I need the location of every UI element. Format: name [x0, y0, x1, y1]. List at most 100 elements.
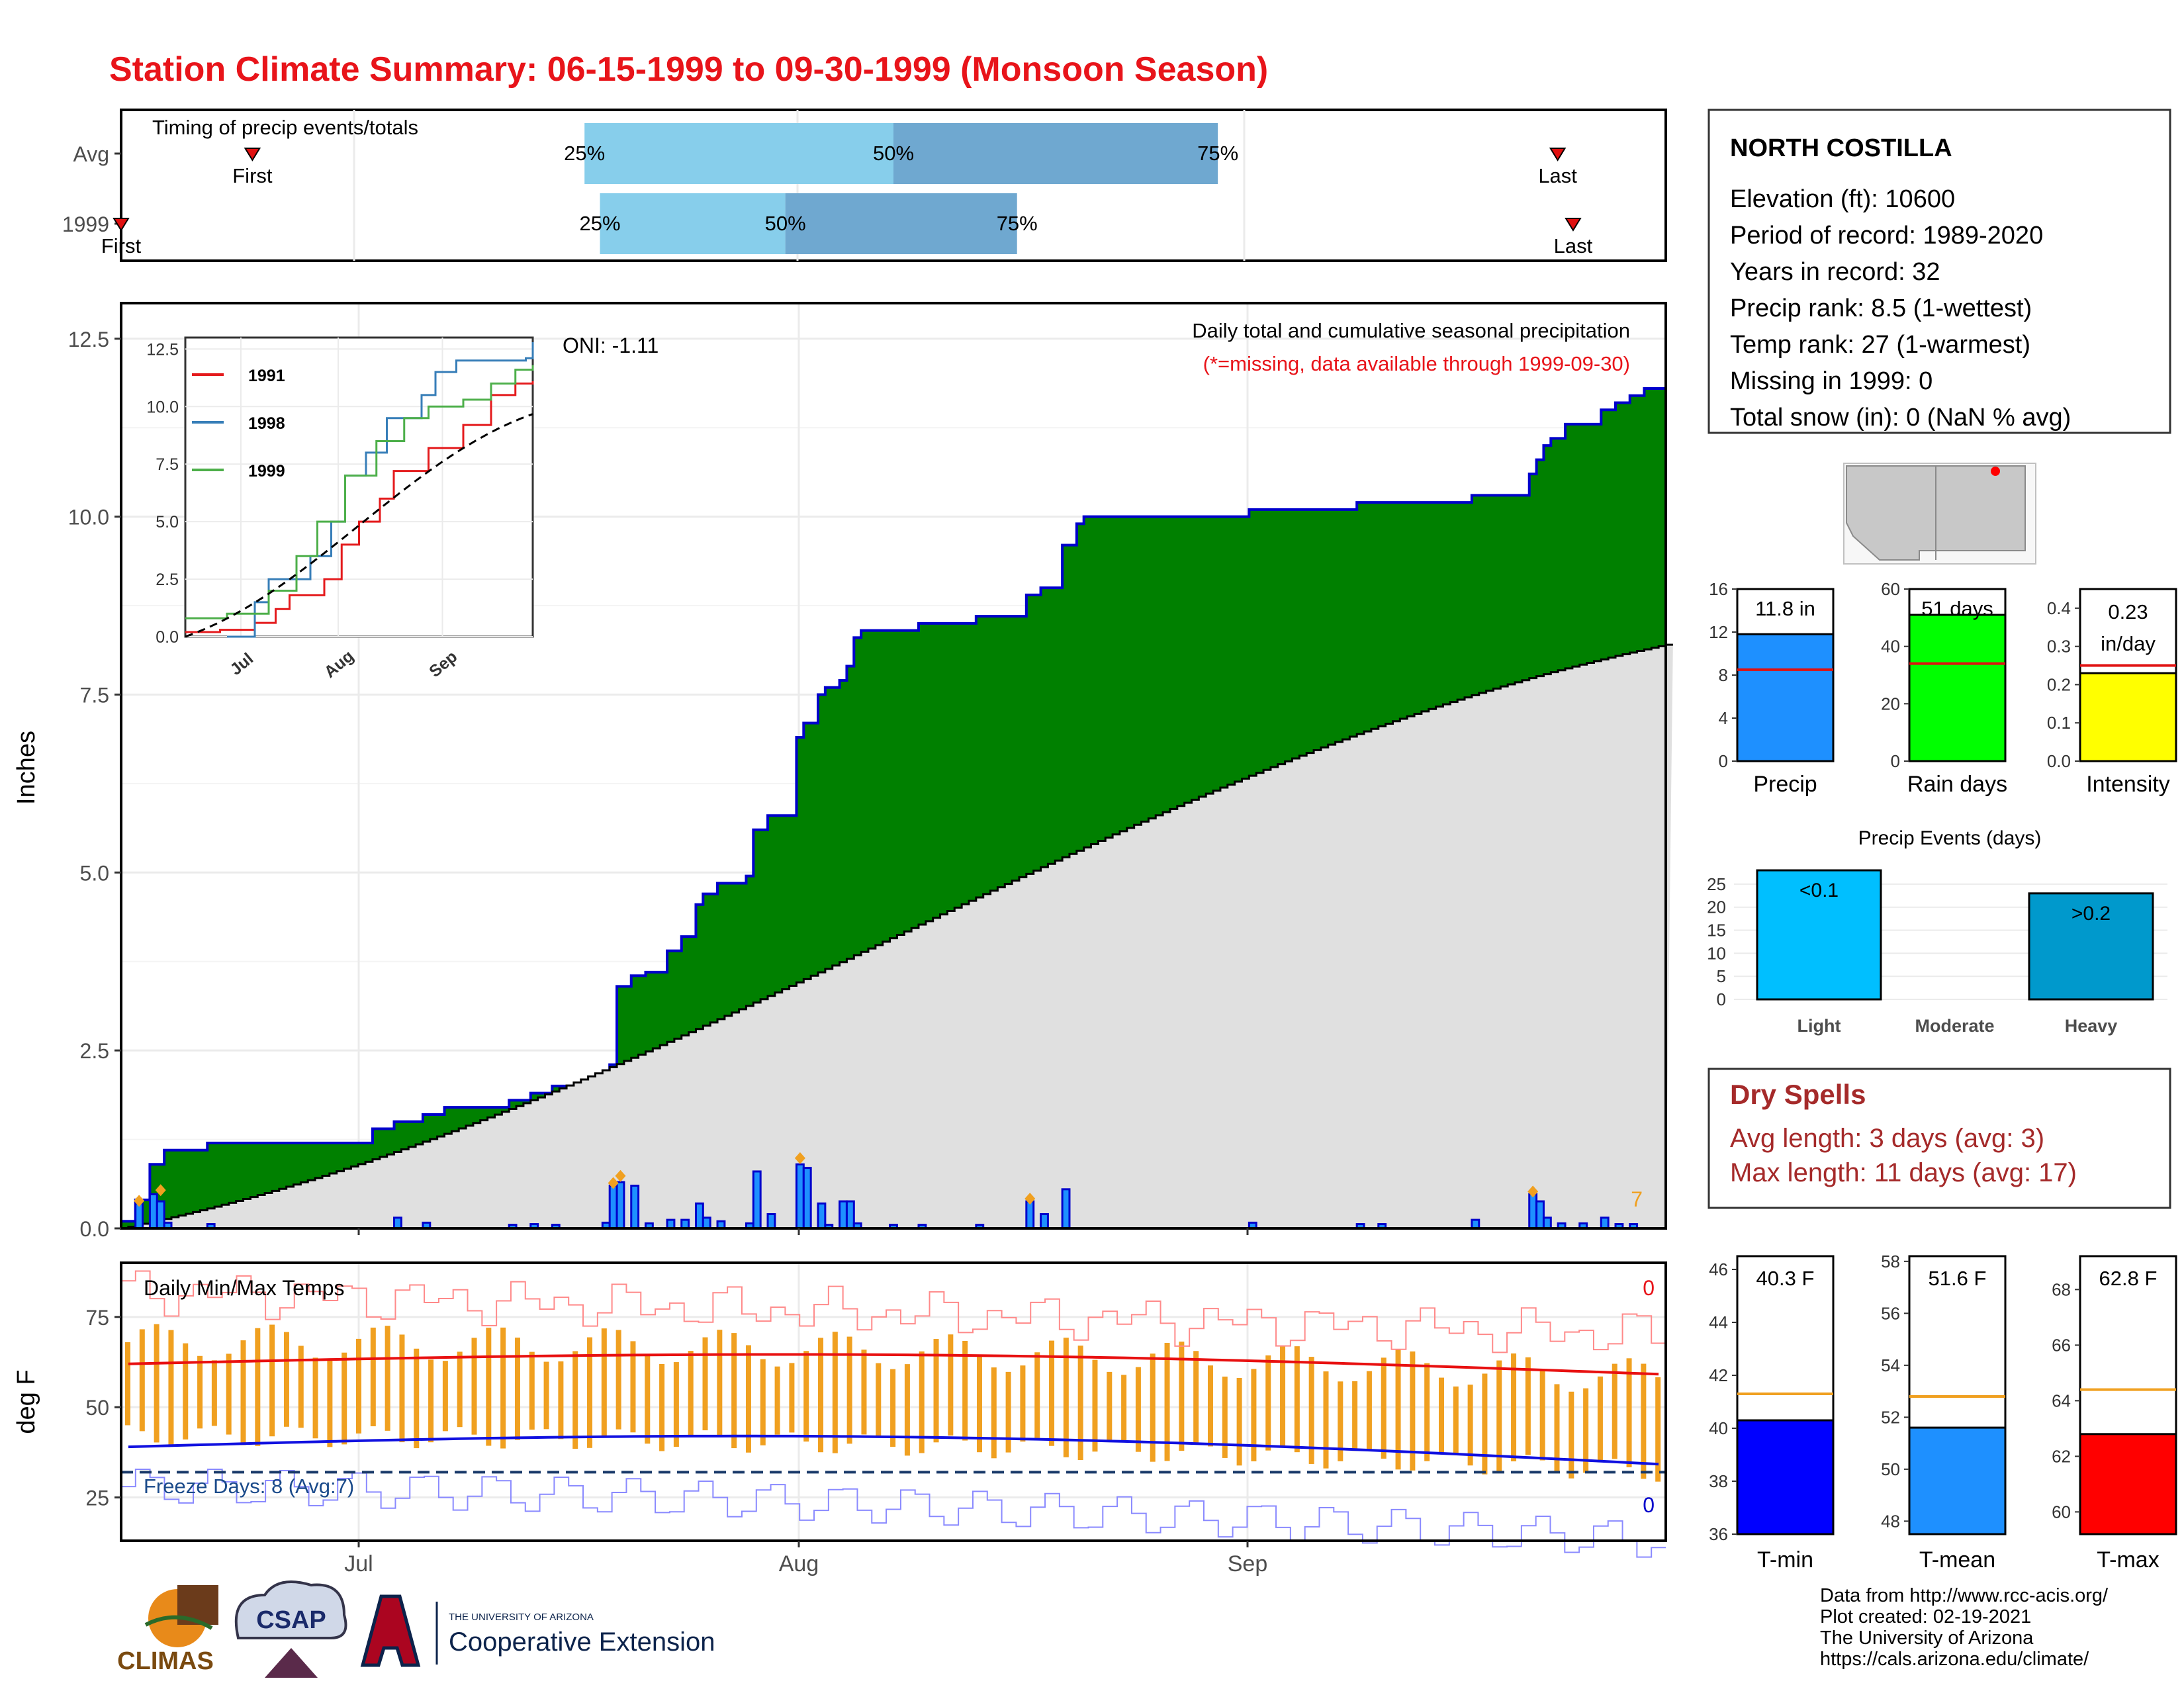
dry-spells-box: Dry Spells Avg length: 3 days (avg: 3) Max… [1707, 1068, 2171, 1209]
cold-days-count: 0 [1643, 1493, 1655, 1517]
daily-temp-range-bar [414, 1348, 420, 1449]
daily-temp-range-bar [1005, 1371, 1011, 1453]
daily-temp-range-bar [1525, 1357, 1531, 1455]
daily-temp-range-bar [745, 1345, 751, 1453]
daily-temp-range-bar [471, 1338, 477, 1435]
summary-bar-label: Precip [1753, 772, 1817, 797]
daily-temp-range-bar [211, 1360, 217, 1426]
daily-temp-range-bar [356, 1338, 362, 1434]
daily-temp-range-bar [659, 1363, 665, 1451]
daily-temp-range-bar [876, 1363, 882, 1436]
oni-label: ONI: -1.11 [563, 334, 659, 357]
summary-bar-label: Rain days [1907, 772, 2007, 797]
summary-bar-y-tick: 0.2 [2047, 674, 2071, 694]
daily-temp-range-bar [789, 1363, 795, 1433]
daily-temp-range-bar [890, 1369, 896, 1447]
y-tick-label: 7.5 [80, 683, 109, 707]
csap-mountain-icon [265, 1648, 318, 1678]
timing-box-q50-q75 [893, 123, 1218, 184]
summary-bar [2079, 672, 2177, 762]
daily-temp-range-bar [991, 1367, 997, 1459]
daily-temp-range-bar [962, 1340, 968, 1441]
inset-average-line [185, 413, 533, 638]
first-event-marker [113, 218, 130, 232]
precip-panel-title: Daily total and cumulative seasonal prec… [1192, 319, 1630, 342]
daily-temp-range-bar [529, 1351, 535, 1430]
daily-temp-range-bar [139, 1329, 145, 1432]
ua-small-text: THE UNIVERSITY OF ARIZONA [449, 1612, 594, 1623]
daily-temp-range-bar [1308, 1357, 1314, 1464]
station-info-line: Temp rank: 27 (1-warmest) [1730, 331, 2030, 359]
daily-temp-range-bar [1496, 1360, 1502, 1472]
daily-precip-bar [795, 1163, 805, 1230]
daily-temp-range-bar [904, 1364, 910, 1456]
inset-y-tick-label: 10.0 [146, 398, 179, 416]
page-title: Station Climate Summary: 06-15-1999 to 0… [109, 50, 1268, 89]
daily-temp-range-bar [1107, 1371, 1113, 1442]
inset-y-tick-label: 12.5 [146, 340, 179, 359]
summary-bar [1736, 633, 1835, 762]
daily-temp-range-bar [543, 1361, 549, 1430]
temp-bar-y-tick: 52 [1881, 1407, 1900, 1427]
daily-temp-range-bar [1352, 1381, 1358, 1451]
precip-event-bar-label: >0.2 [2071, 903, 2111, 925]
daily-temp-range-bar [717, 1330, 723, 1437]
record-high-line [120, 1270, 1666, 1353]
inset-plot-area [184, 336, 534, 638]
climas-wave-icon [144, 1615, 213, 1630]
daily-temp-range-bar [731, 1333, 737, 1449]
daily-temp-range-bar [803, 1351, 809, 1442]
daily-temp-range-bar [341, 1352, 347, 1445]
station-info-line: Elevation (ft): 10600 [1730, 185, 1955, 213]
daily-temp-range-bar [818, 1338, 824, 1453]
temp-bar-label: T-max [2097, 1547, 2159, 1573]
daily-temp-range-bar [774, 1366, 780, 1435]
daily-precip-bar [817, 1202, 827, 1230]
station-info-line: Period of record: 1989-2020 [1730, 222, 2043, 250]
daily-precip-bar [839, 1200, 848, 1230]
inset-series-1999 [185, 365, 534, 619]
footer-credits: Data from http://www.rcc-acis.org/ Plot … [1820, 1585, 2108, 1670]
temp-bar-y-tick: 68 [2052, 1279, 2071, 1299]
y-tick-label: 2.5 [80, 1039, 109, 1063]
average-precip-line [121, 643, 1673, 1230]
daily-precip-bar [1025, 1200, 1035, 1230]
inset-series-1991 [185, 381, 534, 633]
daily-temp-range-bar [1077, 1346, 1083, 1460]
heavy-event-marker [1527, 1185, 1539, 1198]
cumulative-precip-line [120, 387, 1666, 1228]
daily-temp-range-bar [442, 1361, 448, 1432]
summary-bar-precip: 0 4 8 12 16 11.8 in Precip [1709, 579, 1835, 797]
temp-bar-value: 51.6 F [1929, 1267, 1987, 1290]
daily-temp-range-bar [1597, 1376, 1603, 1463]
dry-spells-title: Dry Spells [1730, 1079, 1866, 1110]
daily-temp-range-bar [760, 1359, 766, 1445]
daily-temp-range-bar [1539, 1369, 1545, 1461]
summary-bar-y-tick: 8 [1719, 665, 1728, 685]
y-axis-label: Inches [13, 731, 40, 805]
timing-q50-label: 50% [765, 212, 806, 235]
daily-precip-bar [608, 1184, 618, 1230]
temp-bar-y-tick: 50 [1881, 1459, 1900, 1479]
daily-precip-bar [1040, 1212, 1049, 1230]
dry-spells-border [1707, 1068, 2171, 1209]
daily-temp-range-bar [919, 1351, 925, 1453]
daily-temp-range-bar [283, 1332, 289, 1427]
first-event-label: First [101, 234, 142, 257]
y-tick-label: 50 [85, 1396, 109, 1420]
climas-logo: CLIMAS [117, 1585, 218, 1675]
daily-precip-bar [1528, 1193, 1538, 1230]
summary-bar-y-tick: 0 [1719, 751, 1728, 771]
temp-bar-y-tick: 58 [1881, 1252, 1900, 1271]
daily-precip-bar [1535, 1200, 1545, 1230]
inset-y-tick-label: 0.0 [156, 628, 179, 647]
daily-temp-range-bar [587, 1337, 593, 1448]
temp-panel: 25 50 75 Jul Aug Sep deg F Daily Min/Max Temps F… [13, 1261, 1667, 1577]
daily-temp-range-bar [572, 1351, 578, 1449]
summary-bar-y-tick: 0.4 [2047, 598, 2071, 618]
y-tick-label: 10.0 [68, 506, 109, 529]
daily-precip-bar [1061, 1188, 1071, 1230]
events-y-tick: 25 [1707, 874, 1726, 894]
daily-temp-range-bar [1612, 1363, 1617, 1459]
